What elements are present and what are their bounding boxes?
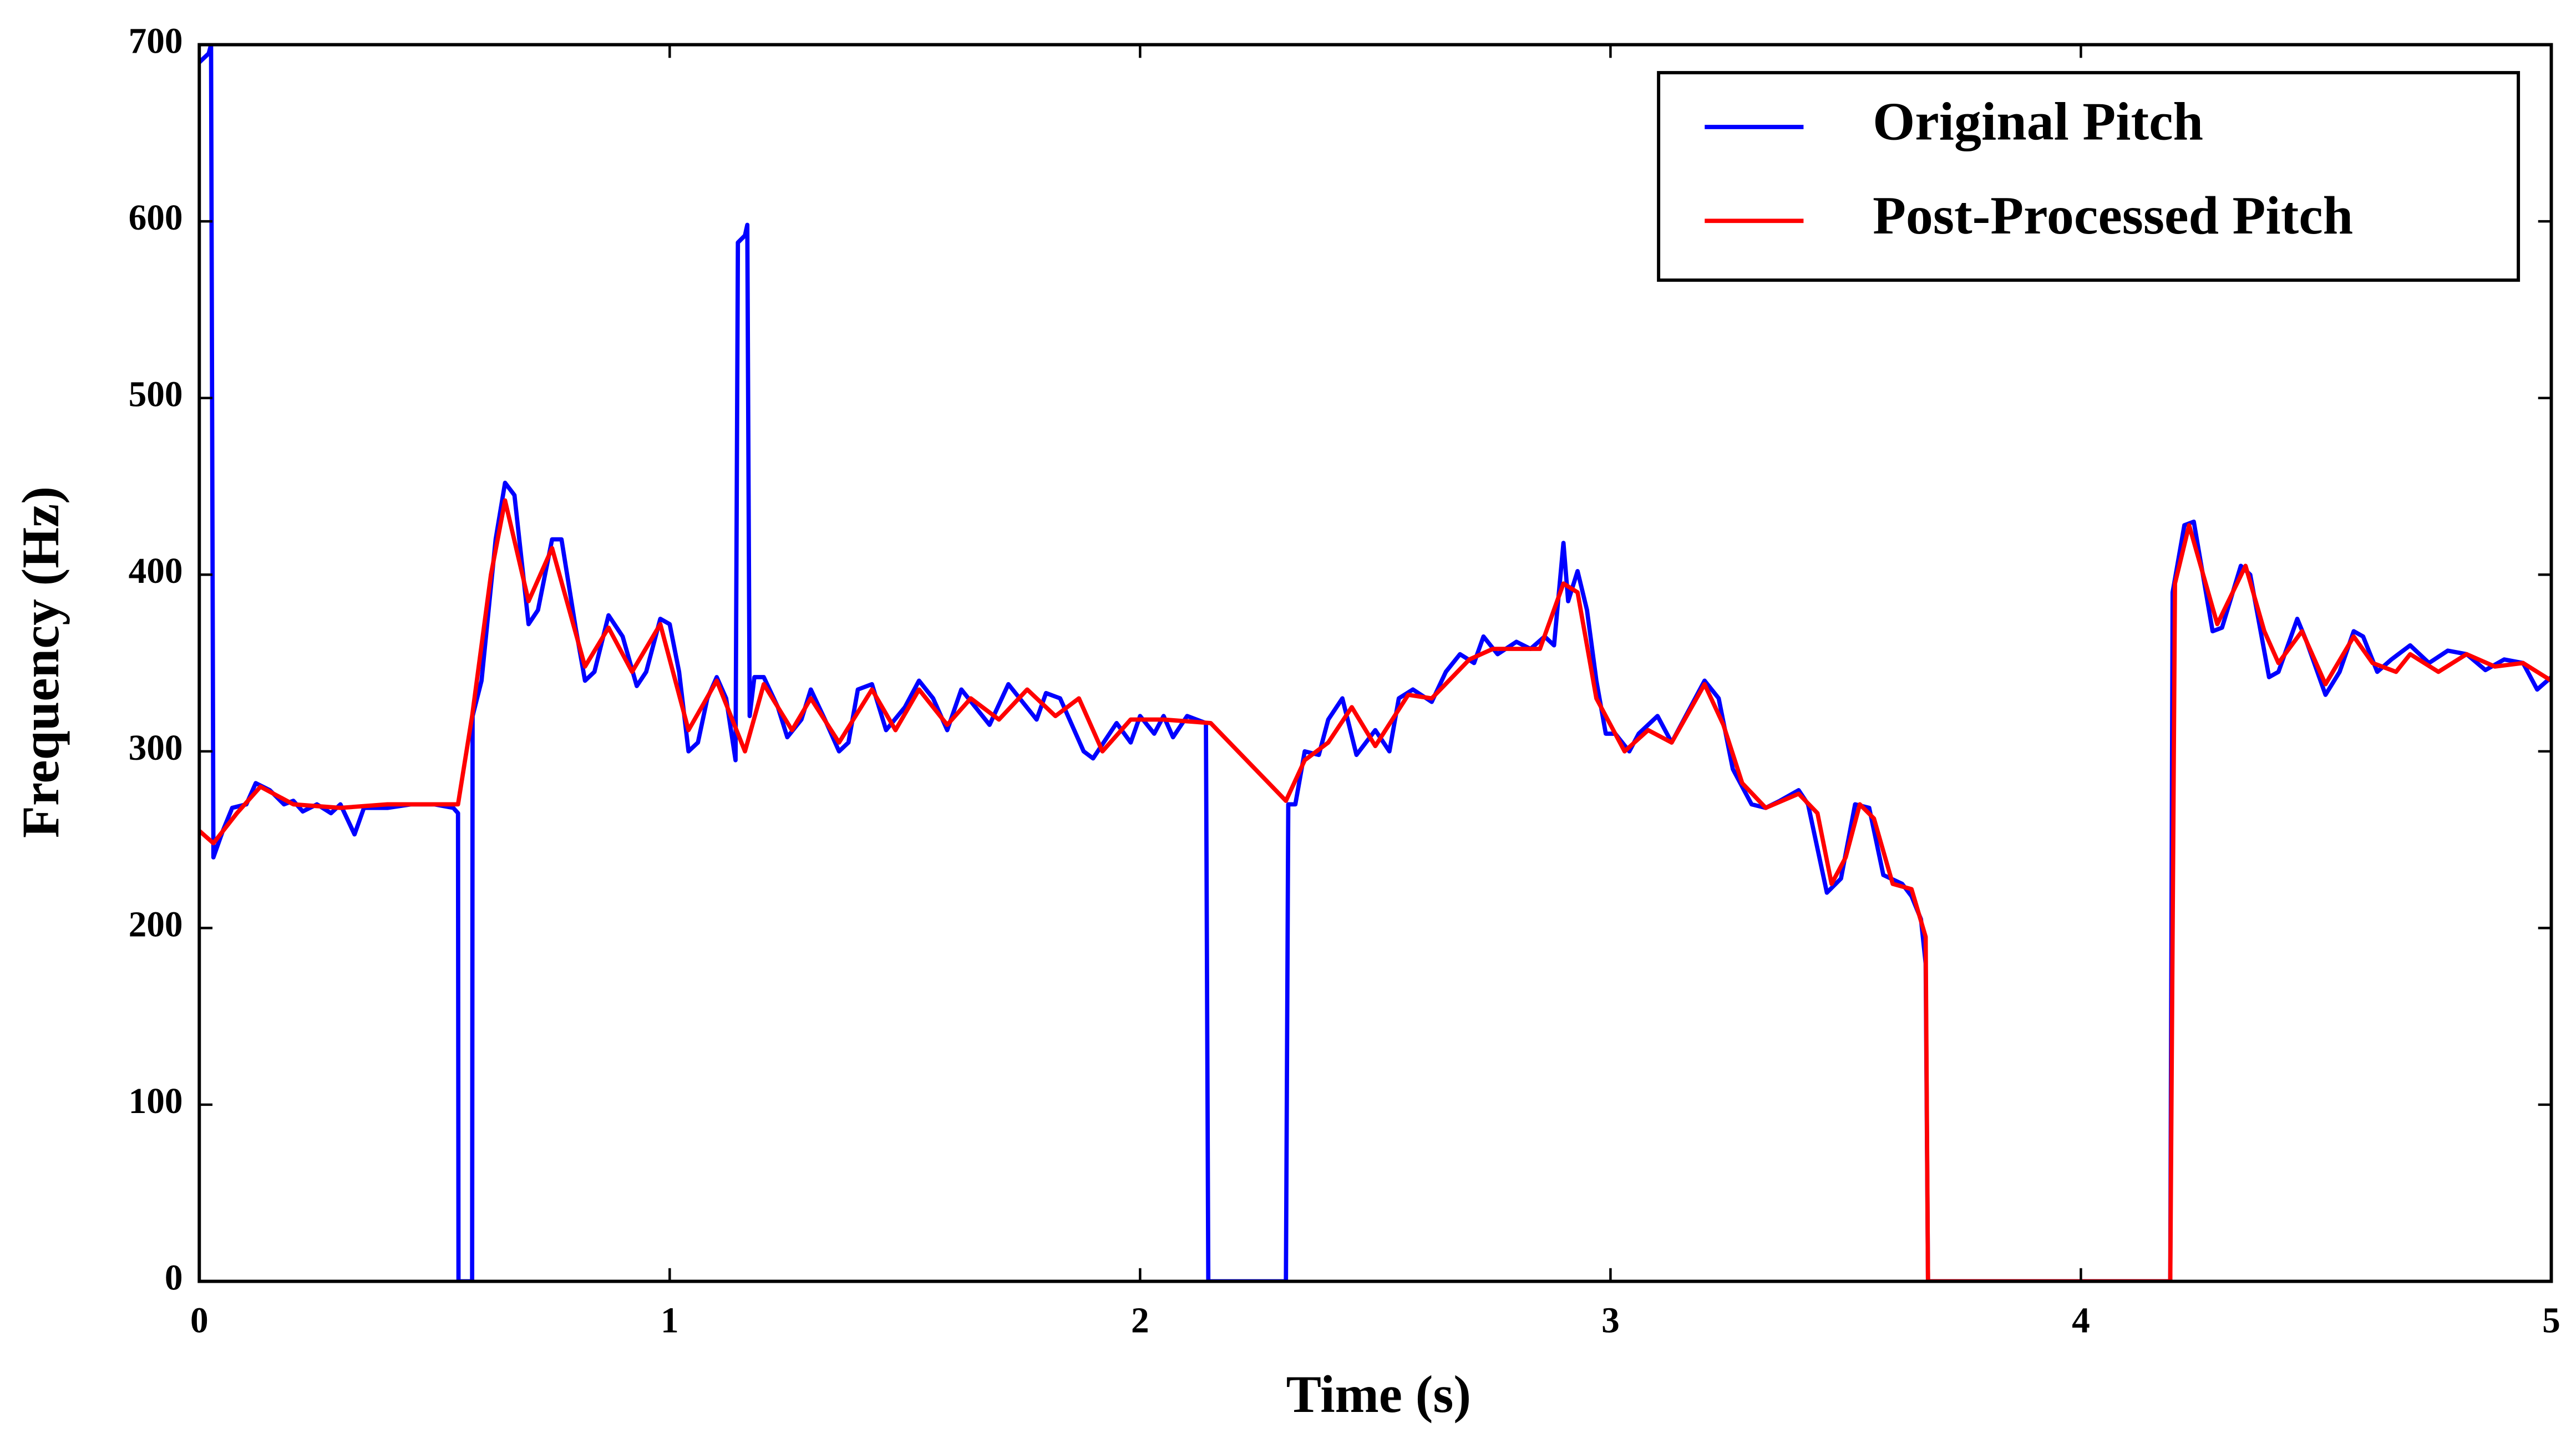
x-tick-label: 0 (190, 1301, 209, 1341)
x-tick-label: 1 (661, 1301, 679, 1341)
x-tick-label: 3 (1601, 1301, 1620, 1341)
x-axis-label: Time (s) (1286, 1365, 1471, 1424)
y-tick-label: 200 (129, 905, 183, 944)
x-tick-label: 4 (2072, 1301, 2090, 1341)
y-tick-label: 500 (129, 375, 183, 415)
legend-label: Post-Processed Pitch (1873, 186, 2353, 246)
x-tick-label: 2 (1131, 1301, 1149, 1341)
x-tick-label: 5 (2542, 1301, 2560, 1341)
legend-label: Original Pitch (1873, 92, 2203, 152)
y-tick-label: 700 (129, 22, 183, 62)
y-tick-label: 0 (165, 1258, 183, 1298)
legend-box (1657, 71, 2521, 282)
y-axis-label: Frequency (Hz) (11, 486, 70, 838)
y-tick-label: 600 (129, 198, 183, 238)
y-tick-label: 300 (129, 728, 183, 768)
y-tick-label: 100 (129, 1081, 183, 1121)
series-line (199, 498, 2552, 1282)
y-tick-label: 400 (129, 551, 183, 591)
plot-frame (197, 43, 2553, 1283)
